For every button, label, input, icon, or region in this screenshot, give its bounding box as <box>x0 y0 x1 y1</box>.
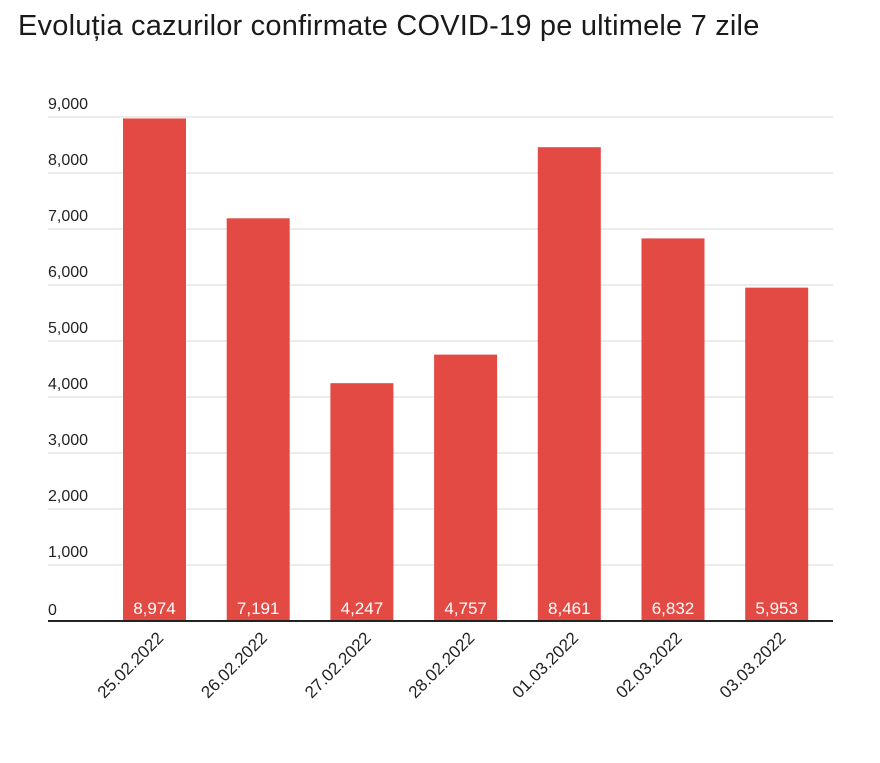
data-label: 8,974 <box>133 599 176 618</box>
bar <box>745 287 809 621</box>
data-label: 4,247 <box>341 599 384 618</box>
chart-title: Evoluția cazurilor confirmate COVID-19 p… <box>18 10 760 42</box>
x-tick-label: 02.03.2022 <box>612 628 686 702</box>
y-tick-label: 2,000 <box>48 488 88 505</box>
data-label: 5,953 <box>755 599 798 618</box>
data-label: 6,832 <box>652 599 695 618</box>
y-tick-label: 4,000 <box>48 376 88 393</box>
x-tick-label: 25.02.2022 <box>94 628 168 702</box>
x-tick-label: 27.02.2022 <box>301 628 375 702</box>
x-tick-label: 01.03.2022 <box>509 628 583 702</box>
x-tick-label: 26.02.2022 <box>197 628 271 702</box>
bar <box>537 147 601 621</box>
y-tick-label: 9,000 <box>48 96 88 113</box>
data-label: 4,757 <box>444 599 487 618</box>
bar <box>330 383 394 621</box>
y-tick-label: 3,000 <box>48 432 88 449</box>
bar <box>641 238 705 621</box>
y-tick-label: 8,000 <box>48 152 88 169</box>
bar <box>123 118 186 622</box>
bar <box>226 218 290 621</box>
y-tick-label: 1,000 <box>48 544 88 561</box>
y-tick-label: 7,000 <box>48 208 88 225</box>
y-tick-label: 5,000 <box>48 320 88 337</box>
data-label: 8,461 <box>548 599 591 618</box>
x-tick-label: 03.03.2022 <box>716 628 790 702</box>
data-label: 7,191 <box>237 599 280 618</box>
bar <box>434 354 498 621</box>
y-tick-label: 0 <box>48 602 57 619</box>
x-tick-label: 28.02.2022 <box>405 628 479 702</box>
y-tick-label: 6,000 <box>48 264 88 281</box>
